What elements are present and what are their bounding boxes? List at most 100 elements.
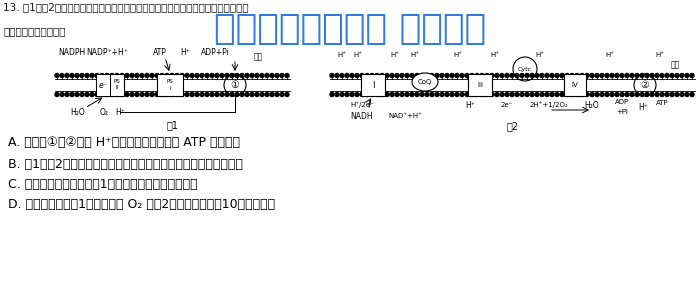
Circle shape bbox=[595, 93, 599, 97]
FancyBboxPatch shape bbox=[564, 74, 586, 96]
Circle shape bbox=[380, 93, 384, 97]
Circle shape bbox=[685, 93, 689, 97]
Circle shape bbox=[280, 93, 284, 97]
Circle shape bbox=[615, 74, 619, 78]
Circle shape bbox=[100, 93, 104, 97]
Circle shape bbox=[635, 93, 639, 97]
Circle shape bbox=[370, 74, 374, 78]
Circle shape bbox=[90, 93, 94, 97]
Circle shape bbox=[155, 93, 159, 97]
Circle shape bbox=[640, 93, 644, 97]
Text: 微信公众号关注： 趣找答案: 微信公众号关注： 趣找答案 bbox=[214, 12, 486, 46]
Circle shape bbox=[135, 93, 139, 97]
Circle shape bbox=[550, 93, 554, 97]
Circle shape bbox=[520, 93, 524, 97]
Circle shape bbox=[655, 74, 659, 78]
Circle shape bbox=[365, 74, 369, 78]
Circle shape bbox=[450, 74, 454, 78]
Circle shape bbox=[255, 93, 259, 97]
Text: 图2: 图2 bbox=[506, 121, 519, 131]
Circle shape bbox=[480, 93, 484, 97]
Text: NADP⁺+H⁺: NADP⁺+H⁺ bbox=[86, 47, 128, 57]
Text: H⁺: H⁺ bbox=[354, 52, 363, 58]
Circle shape bbox=[385, 74, 389, 78]
FancyBboxPatch shape bbox=[96, 74, 110, 96]
Circle shape bbox=[560, 93, 564, 97]
Circle shape bbox=[625, 74, 629, 78]
Circle shape bbox=[530, 93, 534, 97]
Text: PS: PS bbox=[113, 78, 120, 83]
Circle shape bbox=[410, 74, 414, 78]
Circle shape bbox=[485, 74, 489, 78]
Circle shape bbox=[670, 74, 674, 78]
Circle shape bbox=[65, 74, 69, 78]
Text: H⁺/2e⁻: H⁺/2e⁻ bbox=[350, 102, 374, 108]
Circle shape bbox=[105, 74, 109, 78]
Circle shape bbox=[625, 93, 629, 97]
Circle shape bbox=[215, 93, 219, 97]
Circle shape bbox=[245, 93, 249, 97]
Text: ①: ① bbox=[230, 80, 239, 90]
Circle shape bbox=[85, 93, 89, 97]
Circle shape bbox=[570, 93, 574, 97]
Circle shape bbox=[605, 74, 609, 78]
Circle shape bbox=[565, 74, 569, 78]
Circle shape bbox=[125, 93, 129, 97]
Circle shape bbox=[205, 74, 209, 78]
Text: ②: ② bbox=[640, 80, 650, 90]
Circle shape bbox=[440, 74, 444, 78]
Circle shape bbox=[575, 74, 579, 78]
Circle shape bbox=[540, 74, 544, 78]
Circle shape bbox=[510, 74, 514, 78]
Circle shape bbox=[55, 74, 59, 78]
Circle shape bbox=[95, 93, 99, 97]
Circle shape bbox=[590, 93, 594, 97]
Circle shape bbox=[510, 93, 514, 97]
Circle shape bbox=[105, 93, 109, 97]
Circle shape bbox=[550, 74, 554, 78]
Text: e⁻: e⁻ bbox=[99, 80, 107, 89]
Circle shape bbox=[630, 93, 634, 97]
Circle shape bbox=[80, 93, 84, 97]
Text: H⁺: H⁺ bbox=[180, 47, 190, 57]
Circle shape bbox=[685, 74, 689, 78]
Circle shape bbox=[465, 93, 469, 97]
Circle shape bbox=[195, 74, 199, 78]
Circle shape bbox=[135, 74, 139, 78]
Circle shape bbox=[265, 93, 269, 97]
Circle shape bbox=[435, 93, 439, 97]
Circle shape bbox=[55, 93, 59, 97]
Circle shape bbox=[535, 93, 539, 97]
Text: H⁺: H⁺ bbox=[391, 52, 400, 58]
Circle shape bbox=[255, 74, 259, 78]
Circle shape bbox=[270, 93, 274, 97]
Text: H⁺: H⁺ bbox=[115, 108, 125, 116]
Circle shape bbox=[185, 93, 189, 97]
Circle shape bbox=[400, 93, 404, 97]
Circle shape bbox=[360, 93, 364, 97]
Circle shape bbox=[465, 74, 469, 78]
Circle shape bbox=[615, 93, 619, 97]
Circle shape bbox=[535, 74, 539, 78]
Circle shape bbox=[405, 74, 409, 78]
Circle shape bbox=[150, 74, 154, 78]
Circle shape bbox=[610, 93, 614, 97]
Text: ADP: ADP bbox=[615, 99, 629, 105]
Text: NADH: NADH bbox=[351, 112, 373, 120]
Circle shape bbox=[410, 93, 414, 97]
Circle shape bbox=[215, 74, 219, 78]
Circle shape bbox=[460, 93, 464, 97]
Circle shape bbox=[505, 74, 509, 78]
Text: H⁺: H⁺ bbox=[638, 103, 648, 112]
Circle shape bbox=[475, 93, 479, 97]
Circle shape bbox=[655, 93, 659, 97]
Text: H⁺: H⁺ bbox=[606, 52, 615, 58]
Circle shape bbox=[565, 93, 569, 97]
Circle shape bbox=[335, 93, 339, 97]
Circle shape bbox=[230, 93, 234, 97]
Text: 2e⁻: 2e⁻ bbox=[500, 102, 513, 108]
Circle shape bbox=[665, 93, 669, 97]
Circle shape bbox=[180, 74, 184, 78]
Circle shape bbox=[470, 93, 474, 97]
Circle shape bbox=[475, 74, 479, 78]
